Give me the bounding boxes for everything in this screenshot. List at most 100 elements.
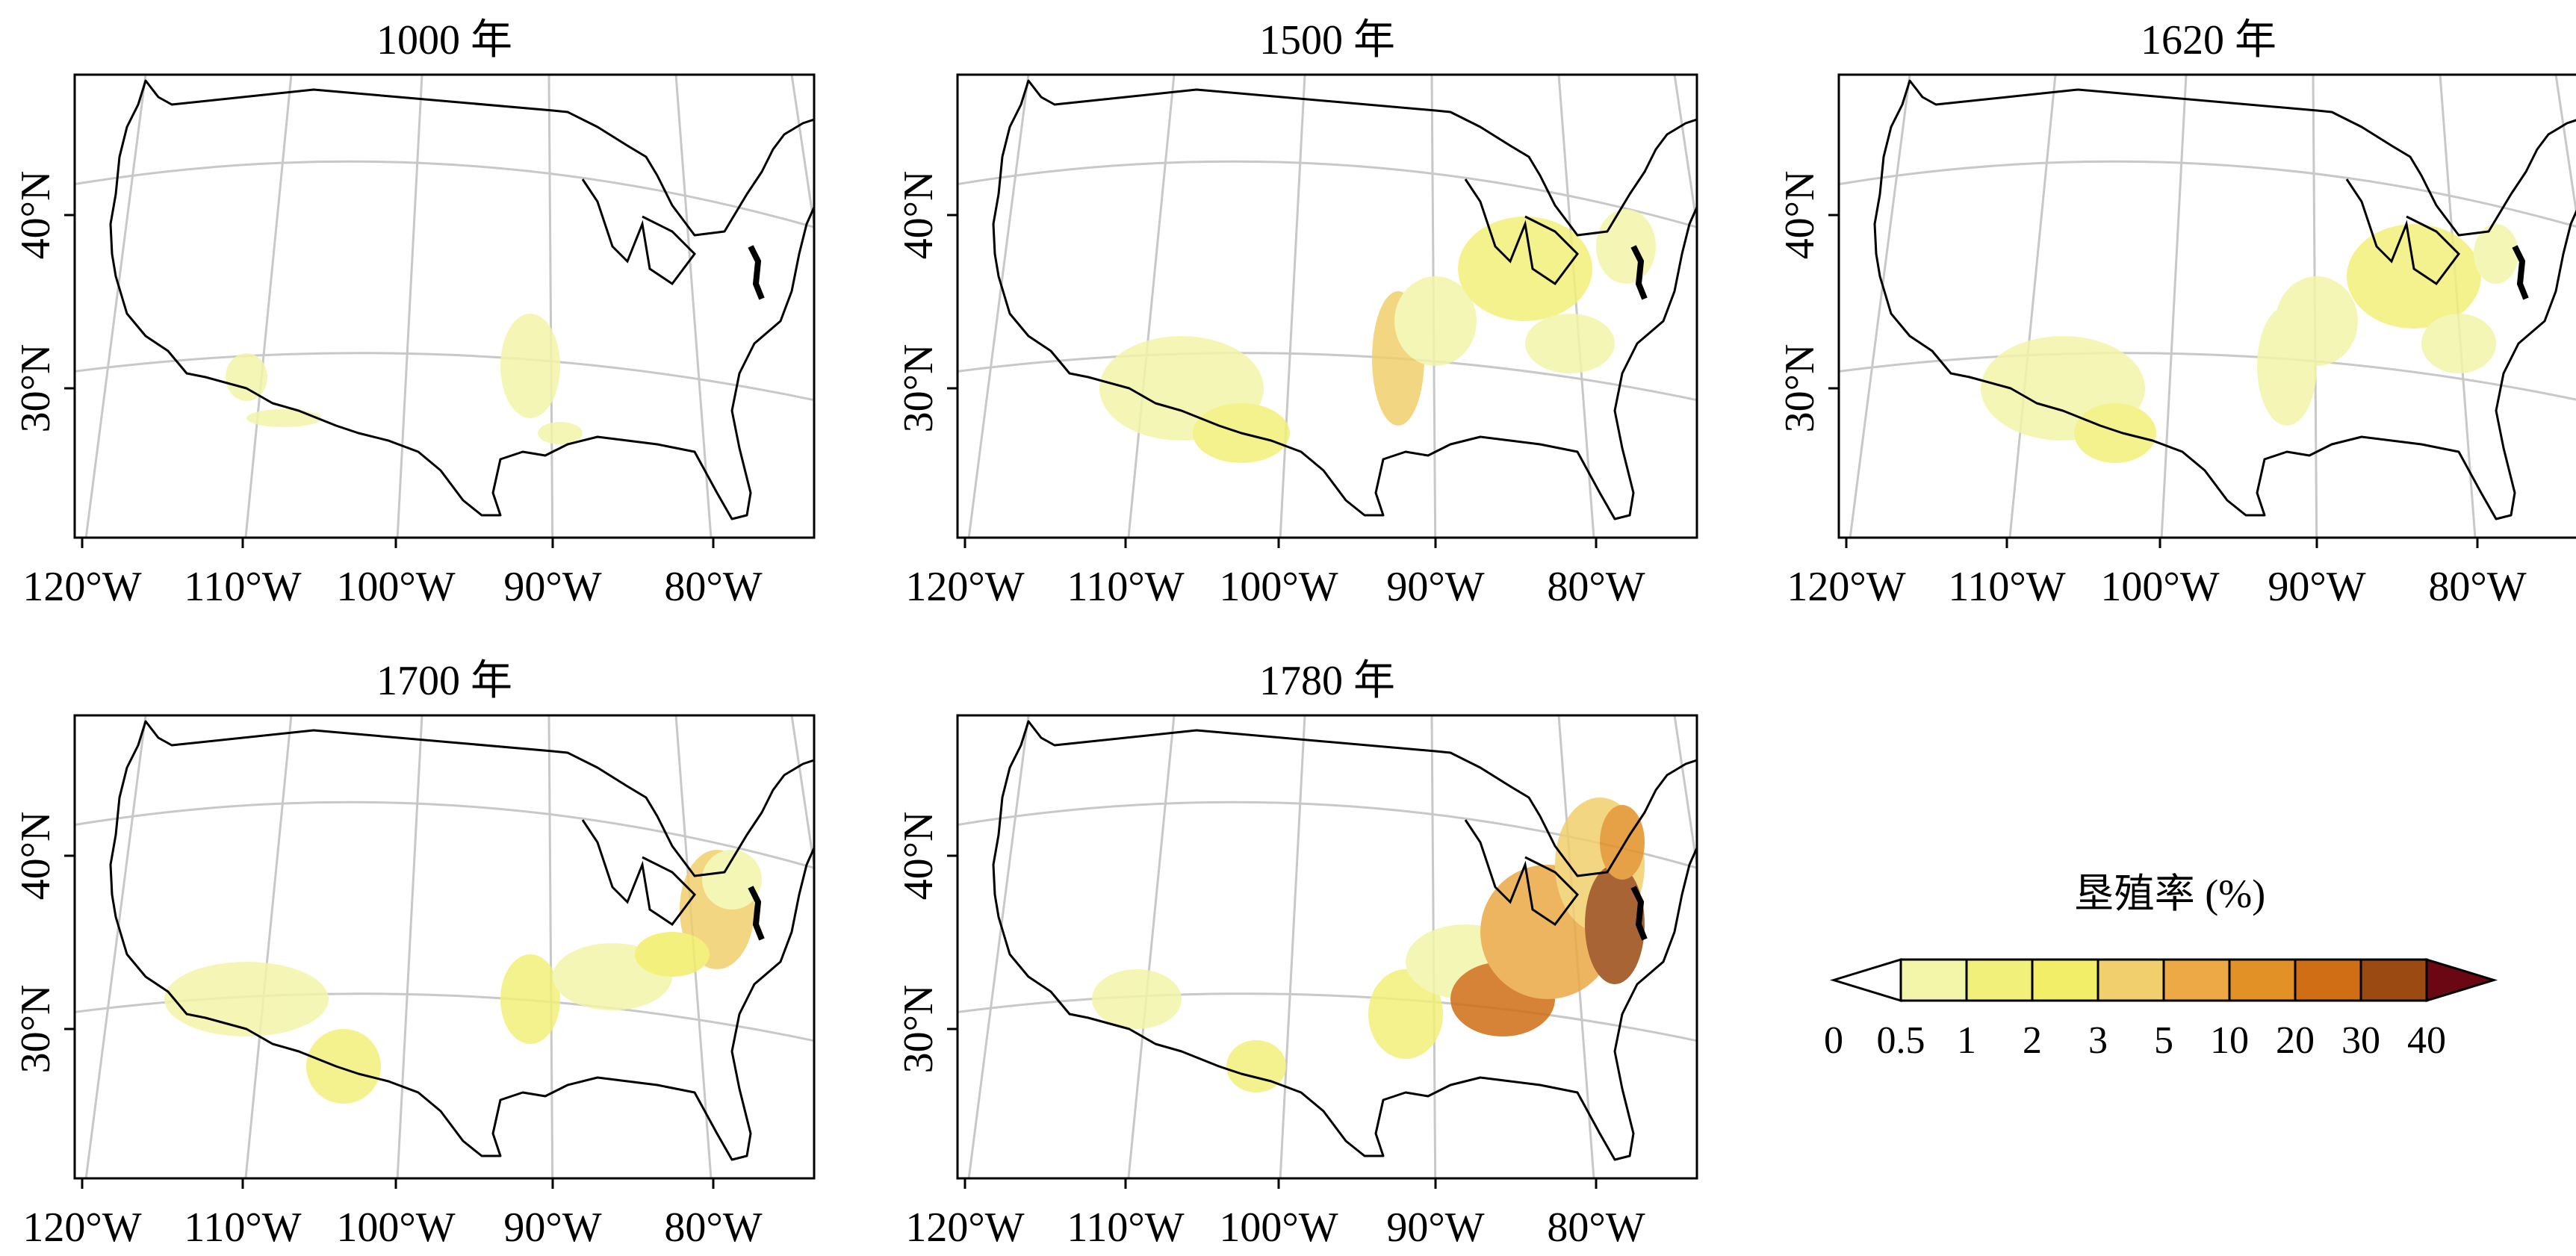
x-tick-label: 90°W	[1386, 1204, 1484, 1251]
panel-frame	[73, 714, 816, 1180]
meridian-gridline	[244, 75, 293, 538]
x-tick-label: 80°W	[2428, 564, 2526, 610]
cultivation-region	[2474, 224, 2518, 284]
x-tick-label: 100°W	[2100, 564, 2219, 610]
cultivation-region	[2421, 314, 2496, 373]
map-panel-p1700: 1700 年 120°W 110°W 100°W 90°W 80°W 40°N 30°N	[13, 658, 816, 1251]
x-tick-label: 100°W	[1219, 564, 1338, 610]
parallel-gridline	[958, 160, 1697, 228]
colorbar-label: 10	[2210, 1019, 2249, 1062]
map-panel-p1500: 1500 年 120°W 110°W 100°W 90°W 80°W 40°N 30°N	[896, 17, 1698, 610]
coastline-detail	[1630, 245, 1648, 300]
colorbar-segment	[2031, 958, 2099, 1002]
meridian-gridline	[790, 715, 814, 874]
x-tick-label: 100°W	[336, 1204, 455, 1251]
meridian-gridline	[84, 75, 147, 538]
country-outline	[109, 79, 814, 520]
x-tick-label: 80°W	[1547, 1204, 1645, 1251]
parallel-gridline	[958, 352, 1697, 402]
colorbar-segment	[2097, 958, 2165, 1002]
x-tick-label: 110°W	[1948, 564, 2065, 610]
x-tick-label: 110°W	[1067, 564, 1184, 610]
cultivation-region	[2074, 403, 2156, 463]
x-tick-label: 90°W	[503, 1204, 601, 1251]
x-tick-label: 90°W	[1386, 564, 1484, 610]
y-tick-label: 30°N	[896, 344, 942, 433]
meridian-gridline	[790, 75, 814, 233]
x-tick-label: 110°W	[184, 1204, 301, 1251]
great-lakes-outline	[2345, 178, 2460, 286]
y-tick-label: 40°N	[896, 812, 942, 901]
cultivation-region	[1600, 805, 1645, 880]
map-panel-p1000: 1000 年 120°W 110°W 100°W 90°W 80°W 40°N 30°N	[13, 17, 816, 610]
y-tick-label: 40°N	[13, 171, 59, 260]
colorbar-label: 40	[2407, 1019, 2446, 1062]
meridian-gridline	[244, 715, 293, 1178]
colorbar-label: 20	[2276, 1019, 2315, 1062]
y-tick-label: 40°N	[896, 171, 942, 260]
cultivation-region	[500, 314, 560, 418]
cultivation-region	[306, 1029, 381, 1104]
cultivation-fill-group	[164, 850, 762, 1104]
colorbar-segment	[2228, 958, 2297, 1002]
cultivation-region	[702, 850, 762, 910]
panel-title: 1780 年	[1259, 658, 1395, 704]
colorbar-segment	[1965, 958, 2034, 1002]
meridian-gridline	[1279, 75, 1306, 538]
panel-title: 1000 年	[376, 17, 512, 63]
cultivation-fill-group	[226, 314, 583, 444]
map-content	[75, 715, 814, 1178]
country-outline	[992, 79, 1697, 520]
great-lakes-outline	[1464, 819, 1579, 927]
meridian-gridline	[396, 715, 423, 1178]
meridian-gridline	[547, 75, 554, 538]
panel-title: 1620 年	[2141, 17, 2276, 63]
panel-frame	[1837, 73, 2576, 539]
x-tick-label: 100°W	[1219, 1204, 1338, 1251]
x-tick-label: 110°W	[184, 564, 301, 610]
cultivation-region	[246, 409, 321, 427]
cultivation-region	[2347, 224, 2481, 329]
parallel-gridline	[75, 800, 814, 869]
x-tick-label: 80°W	[664, 564, 762, 610]
y-tick-label: 30°N	[1777, 344, 1823, 433]
y-tick-label: 30°N	[13, 344, 59, 433]
meridian-gridline	[1127, 715, 1176, 1178]
meridian-gridline	[674, 75, 713, 538]
map-panel-p1780: 1780 年 120°W 110°W 100°W 90°W 80°W 40°N 30°N	[896, 658, 1698, 1251]
x-tick-label: 90°W	[2268, 564, 2365, 610]
x-tick-label: 100°W	[336, 564, 455, 610]
colorbar-title: 垦殖率 (%)	[2074, 871, 2265, 916]
colorbar-label: 5	[2154, 1019, 2173, 1062]
colorbar-label: 30	[2341, 1019, 2380, 1062]
cultivation-region	[1525, 314, 1615, 373]
y-tick-label: 30°N	[896, 985, 942, 1074]
x-tick-label: 120°W	[22, 564, 141, 610]
colorbar-arrow-high	[2425, 957, 2498, 1003]
meridian-gridline	[1849, 75, 1911, 538]
meridian-gridline	[84, 715, 147, 1178]
meridian-gridline	[2160, 75, 2188, 538]
y-tick-label: 30°N	[13, 985, 59, 1074]
cultivation-fill-group	[1099, 209, 1656, 463]
country-outline	[109, 720, 814, 1161]
great-lakes-outline	[581, 819, 696, 927]
map-content	[958, 715, 1697, 1178]
map-panel-p1620: 1620 年 120°W 110°W 100°W 90°W 80°W 40°N 30°N	[1777, 17, 2576, 610]
y-tick-label: 40°N	[1777, 171, 1823, 260]
cultivation-region	[1458, 217, 1592, 321]
meridian-gridline	[547, 715, 554, 1178]
x-tick-label: 80°W	[1547, 564, 1645, 610]
map-content	[1839, 75, 2576, 538]
y-tick-label: 40°N	[13, 812, 59, 901]
colorbar-legend: 垦殖率 (%) 0 0.5 1 2 3 5 10 20 30 40	[1824, 871, 2498, 1062]
panel-title: 1700 年	[376, 658, 512, 704]
meridian-gridline	[2554, 75, 2576, 218]
cultivation-region	[1226, 1040, 1286, 1092]
map-content	[75, 75, 814, 538]
coastline-detail	[2512, 245, 2529, 300]
parallel-gridline	[75, 352, 814, 402]
colorbar-label: 0.5	[1877, 1019, 1925, 1062]
panel-frame	[956, 714, 1698, 1180]
meridian-gridline	[1279, 715, 1306, 1178]
